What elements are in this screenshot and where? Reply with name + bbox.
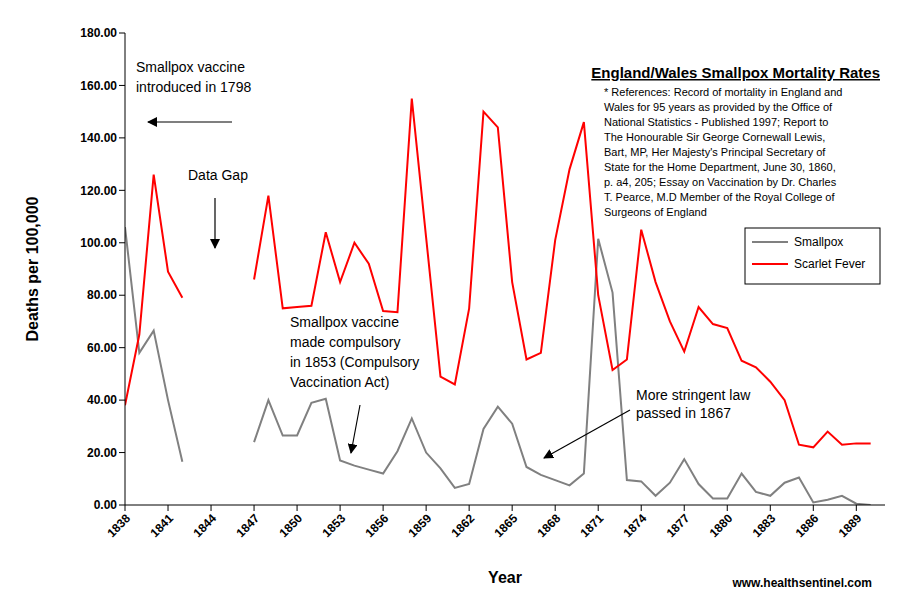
- svg-text:1871: 1871: [578, 511, 607, 540]
- svg-text:National Statistics - Publishe: National Statistics - Published 1997; Re…: [604, 116, 828, 128]
- svg-text:England/Wales Smallpox Mortali: England/Wales Smallpox Mortality Rates: [591, 64, 880, 81]
- svg-text:100.00: 100.00: [80, 236, 117, 250]
- svg-text:in 1853 (Compulsory: in 1853 (Compulsory: [290, 354, 419, 370]
- svg-text:160.00: 160.00: [80, 79, 117, 93]
- svg-text:1886: 1886: [793, 511, 822, 540]
- svg-text:40.00: 40.00: [87, 393, 117, 407]
- svg-text:1880: 1880: [707, 511, 736, 540]
- svg-text:Vaccination Act): Vaccination Act): [290, 374, 389, 390]
- svg-text:120.00: 120.00: [80, 184, 117, 198]
- svg-text:passed in 1867: passed in 1867: [636, 405, 731, 421]
- svg-text:The Honourable Sir George Corn: The Honourable Sir George Cornewall Lewi…: [604, 131, 825, 143]
- svg-text:Surgeons of England: Surgeons of England: [604, 206, 707, 218]
- svg-text:20.00: 20.00: [87, 446, 117, 460]
- svg-text:Smallpox: Smallpox: [794, 235, 843, 249]
- svg-text:State for the Home Department,: State for the Home Department, June 30, …: [604, 161, 836, 173]
- svg-text:1883: 1883: [750, 511, 779, 540]
- svg-text:1868: 1868: [535, 511, 564, 540]
- svg-text:Scarlet Fever: Scarlet Fever: [794, 257, 865, 271]
- svg-text:1850: 1850: [276, 511, 305, 540]
- svg-text:1865: 1865: [492, 511, 521, 540]
- svg-text:www.healthsentinel.com: www.healthsentinel.com: [731, 576, 872, 590]
- svg-text:0.00: 0.00: [94, 498, 118, 512]
- svg-text:introduced in 1798: introduced in 1798: [136, 79, 251, 95]
- svg-text:Bart, MP, Her Majesty's Princi: Bart, MP, Her Majesty's Principal Secret…: [604, 146, 826, 158]
- svg-text:1838: 1838: [104, 511, 133, 540]
- svg-text:1859: 1859: [405, 511, 434, 540]
- svg-text:60.00: 60.00: [87, 341, 117, 355]
- svg-text:Smallpox vaccine: Smallpox vaccine: [136, 59, 245, 75]
- svg-text:1853: 1853: [319, 511, 348, 540]
- svg-text:* References: Record of mortal: * References: Record of mortality in Eng…: [604, 86, 842, 98]
- svg-text:Year: Year: [488, 569, 522, 586]
- svg-text:Wales for 95 years as provided: Wales for 95 years as provided by the Of…: [604, 101, 833, 113]
- svg-text:Deaths per 100,000: Deaths per 100,000: [24, 196, 41, 341]
- svg-text:p. a4, 205; Essay on Vaccinati: p. a4, 205; Essay on Vaccination by Dr. …: [604, 176, 837, 188]
- svg-text:1877: 1877: [664, 511, 693, 540]
- svg-text:1844: 1844: [190, 511, 219, 540]
- svg-text:180.00: 180.00: [80, 26, 117, 40]
- svg-text:1847: 1847: [233, 511, 262, 540]
- svg-text:1874: 1874: [621, 511, 650, 540]
- svg-text:T. Pearce, M.D Member of the R: T. Pearce, M.D Member of the Royal Colle…: [604, 191, 835, 203]
- svg-text:1856: 1856: [362, 511, 391, 540]
- svg-text:80.00: 80.00: [87, 288, 117, 302]
- svg-text:made compulsory: made compulsory: [290, 334, 401, 350]
- svg-text:1862: 1862: [449, 511, 478, 540]
- svg-text:140.00: 140.00: [80, 131, 117, 145]
- svg-text:More stringent law: More stringent law: [636, 387, 751, 403]
- svg-text:Smallpox vaccine: Smallpox vaccine: [290, 314, 399, 330]
- svg-text:Data Gap: Data Gap: [188, 167, 248, 183]
- svg-text:1841: 1841: [147, 511, 176, 540]
- svg-text:1889: 1889: [836, 511, 865, 540]
